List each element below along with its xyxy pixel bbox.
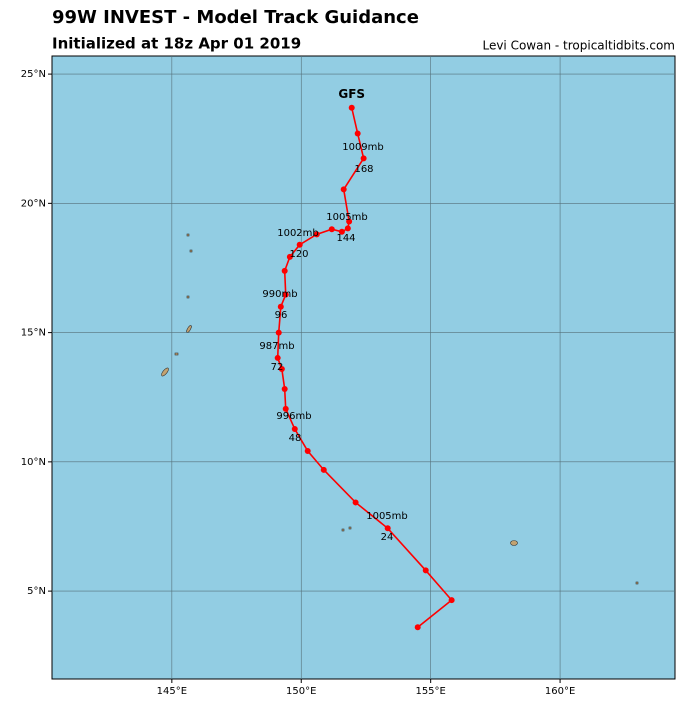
track-annotation: 996mb <box>276 411 311 422</box>
track-point <box>346 218 353 225</box>
track-annotation: 72 <box>271 362 284 373</box>
track-point <box>338 228 345 235</box>
track-point <box>348 104 355 111</box>
x-tick-label: 150°E <box>286 686 316 697</box>
islands <box>161 233 639 585</box>
track-annotation: 96 <box>275 310 288 321</box>
track-point <box>304 447 311 454</box>
y-tick-label: 5°N <box>27 586 46 597</box>
track-point <box>360 155 367 162</box>
track-point <box>296 241 303 248</box>
track-point <box>281 267 288 274</box>
track-annotation: 48 <box>289 433 302 444</box>
track-point <box>291 426 298 433</box>
track-point <box>278 366 285 373</box>
track-annotation: 24 <box>381 532 394 543</box>
track-point <box>313 231 320 238</box>
track-annotation: 990mb <box>262 289 297 300</box>
track-point <box>282 291 289 298</box>
track-point <box>320 466 327 473</box>
series-label: GFS <box>338 87 365 101</box>
track-annotation: 144 <box>336 233 355 244</box>
track-point <box>354 130 361 137</box>
x-tick-label: 155°E <box>415 686 445 697</box>
track-annotation: 1005mb <box>326 212 368 223</box>
track-point <box>277 303 284 310</box>
track-point <box>274 354 281 361</box>
track-point <box>282 405 289 412</box>
y-tick-label: 15°N <box>21 328 46 339</box>
track-point <box>281 385 288 392</box>
track-point <box>352 499 359 506</box>
track-point <box>340 186 347 193</box>
track-annotation: 168 <box>354 164 373 175</box>
x-tick-label: 145°E <box>157 686 187 697</box>
track-point <box>328 226 335 233</box>
track-annotation: 987mb <box>259 341 294 352</box>
y-tick-label: 25°N <box>21 69 46 80</box>
y-tick-label: 20°N <box>21 198 46 209</box>
track-point <box>414 624 421 631</box>
track-point <box>286 253 293 260</box>
track-point <box>344 225 351 232</box>
chart-subtitle: Initialized at 18z Apr 01 2019 <box>52 35 301 53</box>
chart-title: 99W INVEST - Model Track Guidance <box>52 7 419 28</box>
track-annotation: 1009mb <box>342 142 384 153</box>
x-tick-label: 160°E <box>545 686 575 697</box>
track-annotation: 1005mb <box>366 511 408 522</box>
map-frame <box>51 55 676 680</box>
track-point <box>275 329 282 336</box>
track-point <box>448 597 455 604</box>
y-tick-label: 10°N <box>21 457 46 468</box>
track-point <box>384 525 391 532</box>
track-annotation: 1002mb <box>277 228 319 239</box>
credit: Levi Cowan - tropicaltidbits.com <box>482 39 675 53</box>
track-annotation: 120 <box>289 249 308 260</box>
track-point <box>422 567 429 574</box>
